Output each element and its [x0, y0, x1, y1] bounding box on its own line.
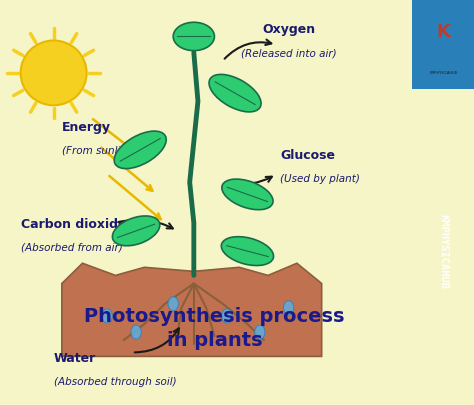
Ellipse shape	[102, 309, 112, 323]
Text: (From sunlight): (From sunlight)	[62, 146, 142, 156]
Text: KMPHYSICAHUB: KMPHYSICAHUB	[438, 213, 448, 289]
Text: (Used by plant): (Used by plant)	[281, 174, 360, 184]
Text: KMPHYSICAHUB: KMPHYSICAHUB	[429, 71, 457, 75]
Ellipse shape	[114, 131, 166, 168]
FancyBboxPatch shape	[412, 0, 474, 89]
Text: Oxygen: Oxygen	[262, 23, 315, 36]
Text: (Absorbed from air): (Absorbed from air)	[21, 243, 122, 253]
Text: Energy: Energy	[62, 121, 111, 134]
Text: K: K	[436, 23, 450, 41]
Text: Carbon dioxide: Carbon dioxide	[21, 218, 126, 231]
Ellipse shape	[112, 216, 160, 246]
Ellipse shape	[222, 309, 232, 323]
Text: (Released into air): (Released into air)	[241, 49, 337, 59]
Ellipse shape	[168, 296, 178, 311]
Text: Water: Water	[54, 352, 96, 365]
Text: Glucose: Glucose	[281, 149, 336, 162]
Circle shape	[21, 40, 87, 105]
Text: (Absorbed through soil): (Absorbed through soil)	[54, 377, 176, 387]
Ellipse shape	[221, 237, 273, 266]
Ellipse shape	[173, 22, 214, 51]
Ellipse shape	[255, 325, 265, 339]
Ellipse shape	[209, 75, 261, 112]
Ellipse shape	[222, 179, 273, 210]
Polygon shape	[62, 263, 322, 356]
Ellipse shape	[283, 301, 294, 315]
Text: in plants: in plants	[167, 331, 262, 350]
Ellipse shape	[131, 325, 141, 339]
Text: Photosynthesis process: Photosynthesis process	[84, 307, 345, 326]
